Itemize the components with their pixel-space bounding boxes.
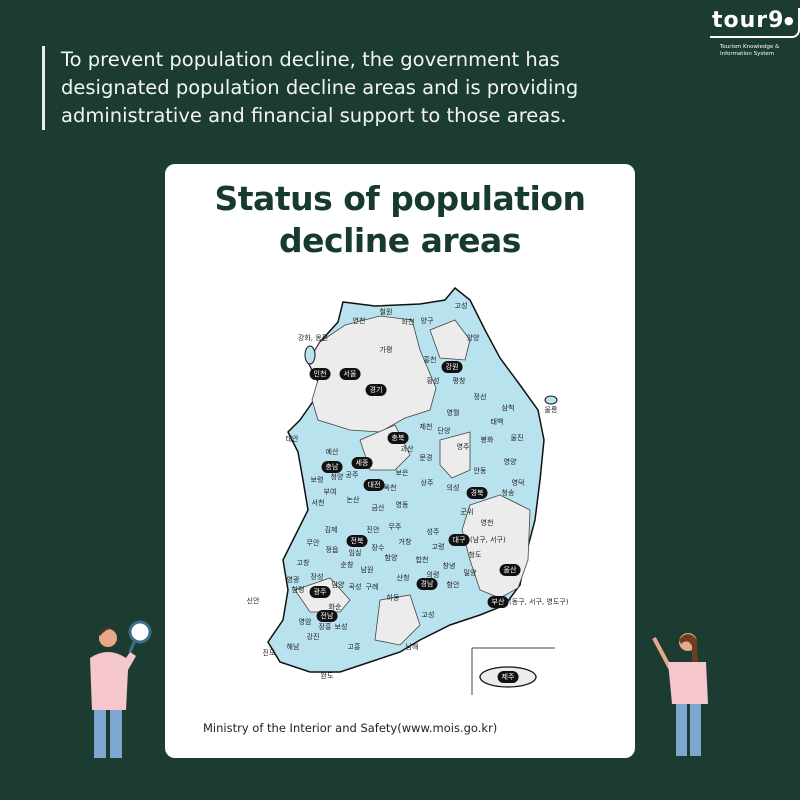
source-credit: Ministry of the Interior and Safety(www.… bbox=[203, 721, 498, 735]
jeju-inset-frame bbox=[471, 647, 555, 695]
man-with-magnifier-illustration bbox=[90, 620, 152, 758]
logo-subtitle-line: Information System bbox=[720, 51, 775, 57]
logo-word: tour9 bbox=[710, 8, 800, 38]
tour9-logo: tour9 ● Tourism Knowledge & Information … bbox=[708, 8, 800, 60]
intro-line: designated population decline areas and … bbox=[61, 76, 579, 99]
north-gangwon-other bbox=[429, 319, 471, 361]
card-title: Status of population decline areas bbox=[165, 178, 635, 262]
woman-pointing-illustration bbox=[652, 633, 708, 756]
logo-subtitle-line: Tourism Knowledge & bbox=[720, 44, 780, 50]
intro-line: To prevent population decline, the gover… bbox=[61, 48, 560, 71]
title-line: Status of population bbox=[214, 179, 586, 218]
south-coast-other bbox=[374, 594, 421, 646]
logo-subtitle: Tourism Knowledge & Information System bbox=[720, 44, 779, 58]
intro-line: administrative and financial support to … bbox=[61, 104, 567, 127]
intro-text: To prevent population decline, the gover… bbox=[42, 46, 661, 130]
location-pin-icon: ● bbox=[784, 14, 794, 27]
jeju-island bbox=[479, 666, 537, 688]
gyeongbuk-other bbox=[439, 431, 471, 479]
ulleung-island bbox=[544, 395, 558, 405]
ganghwa-island bbox=[304, 345, 316, 365]
title-line: decline areas bbox=[279, 221, 521, 260]
